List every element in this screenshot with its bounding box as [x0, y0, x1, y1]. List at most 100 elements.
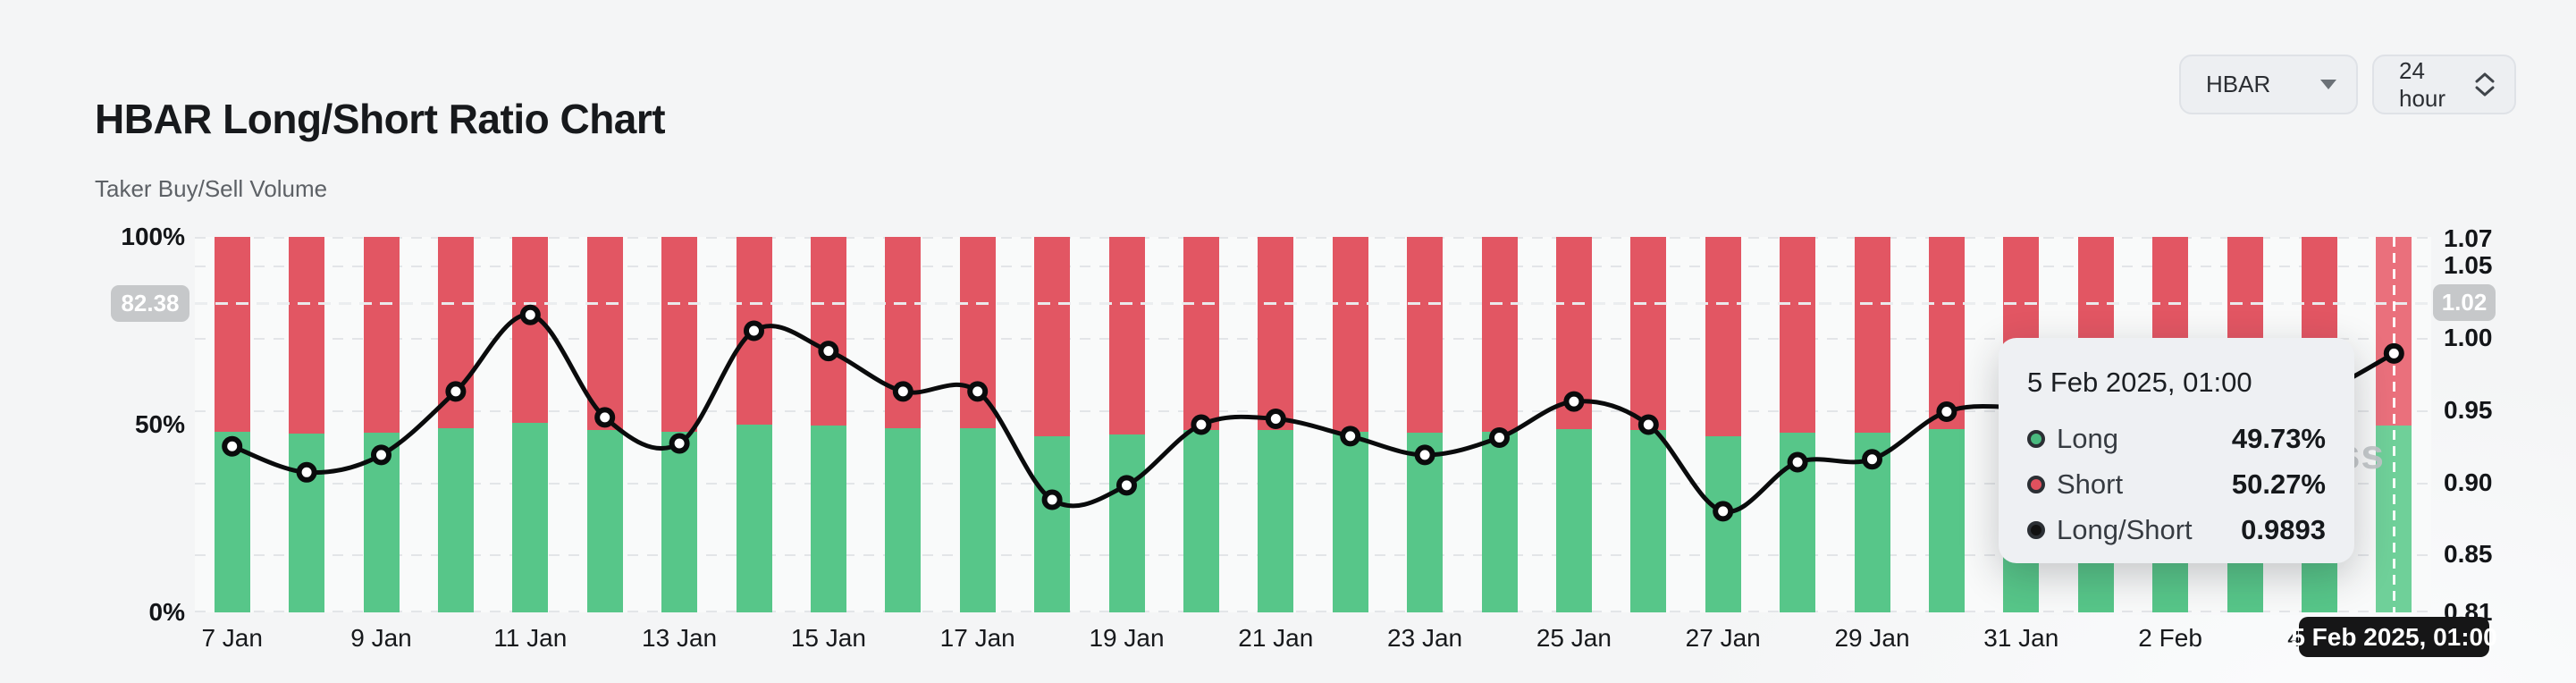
ratio-point[interactable] [1041, 489, 1063, 510]
short-bar-segment [1407, 237, 1444, 433]
long-bar-segment [1108, 434, 1145, 612]
ratio-line-layer [222, 304, 2404, 522]
long-bar-segment [214, 431, 250, 612]
short-bar-segment [586, 237, 623, 430]
ratio-point[interactable] [2309, 382, 2330, 403]
chart-plot-area[interactable] [195, 237, 2431, 612]
x-tick-label: 7 Jan [201, 624, 263, 652]
ratio-point[interactable] [818, 341, 839, 362]
y-tick-label-right: 0.95 [2444, 395, 2493, 424]
long-bar-segment [1928, 429, 1965, 612]
ratio-point[interactable] [594, 407, 616, 428]
x-tick-label: 29 Jan [1834, 624, 1910, 652]
x-tick-label: 25 Jan [1536, 624, 1612, 652]
short-bar-segment [1258, 237, 1294, 430]
ratio-point[interactable] [1414, 444, 1435, 466]
short-bar-segment [1630, 237, 1667, 431]
short-bar-segment [810, 237, 846, 426]
interval-select[interactable]: 24 hour [2372, 55, 2516, 114]
bar-column[interactable] [661, 237, 698, 612]
ratio-point[interactable] [1116, 475, 1137, 496]
ratio-point[interactable] [1489, 427, 1510, 449]
ratio-point[interactable] [1787, 451, 1808, 473]
bar-column[interactable] [214, 237, 250, 612]
ratio-point[interactable] [445, 381, 467, 402]
short-bar-segment [289, 237, 325, 434]
y-tick-label-right: 1.00 [2444, 324, 2493, 352]
bar-column[interactable] [1928, 237, 1965, 612]
gridline [195, 237, 2431, 239]
crosshair-left-badge: 82.38 [111, 285, 189, 322]
ratio-point[interactable] [744, 320, 764, 342]
ratio-point[interactable] [892, 381, 913, 402]
short-bar-segment [1854, 237, 1890, 434]
bar-column[interactable] [810, 237, 846, 612]
x-tick-label: 15 Jan [790, 624, 866, 652]
ratio-point[interactable] [2085, 400, 2107, 421]
long-bar-segment [512, 423, 549, 612]
ratio-point[interactable] [371, 444, 391, 466]
ratio-point[interactable] [1862, 449, 1882, 470]
ratio-point[interactable] [1191, 414, 1212, 435]
long-bar-segment [885, 427, 922, 612]
y-tick-label-left: 0% [148, 598, 185, 626]
ratio-point[interactable] [2159, 404, 2181, 426]
ratio-point[interactable] [2235, 397, 2255, 418]
bar-column[interactable] [512, 237, 549, 612]
long-bar-segment [1332, 431, 1368, 612]
short-bar-segment [1108, 237, 1145, 435]
crosshair-right-badge: 1.02 [2433, 284, 2496, 321]
ratio-point[interactable] [519, 304, 541, 325]
crosshair-horizontal [195, 302, 2431, 305]
short-bar-segment [1034, 237, 1071, 436]
bar-column[interactable] [586, 237, 623, 612]
x-tick-label: 23 Jan [1387, 624, 1463, 652]
ratio-point[interactable] [1936, 401, 1957, 422]
page-subtitle: Taker Buy/Sell Volume [95, 175, 328, 202]
x-tick-label: 17 Jan [939, 624, 1015, 652]
long-bar-segment [1705, 436, 1741, 612]
page-title: HBAR Long/Short Ratio Chart [95, 96, 666, 142]
ratio-point[interactable] [222, 435, 243, 457]
gridline [195, 338, 2431, 341]
gridline [195, 554, 2431, 557]
long-bar-segment [1034, 435, 1071, 612]
short-bar-segment [512, 237, 549, 424]
ratio-point[interactable] [2010, 397, 2032, 418]
short-bar-segment [1928, 237, 1965, 430]
symbol-select[interactable]: HBAR [2179, 55, 2358, 114]
ratio-point[interactable] [967, 381, 989, 402]
short-bar-segment [1705, 237, 1741, 437]
bar-column[interactable] [1034, 237, 1071, 612]
bar-column[interactable] [1481, 237, 1518, 612]
short-bar-segment [1780, 237, 1816, 434]
bar-column[interactable] [1332, 237, 1368, 612]
short-bar-segment [214, 237, 250, 432]
bar-column[interactable] [1258, 237, 1294, 612]
bar-column[interactable] [437, 237, 474, 612]
ratio-point[interactable] [1637, 414, 1659, 435]
short-bar-segment [1332, 237, 1368, 432]
ratio-point[interactable] [296, 461, 317, 483]
short-bar-segment [1183, 237, 1219, 431]
bar-column[interactable] [1108, 237, 1145, 612]
bar-column[interactable] [1705, 237, 1741, 612]
bar-column[interactable] [1407, 237, 1444, 612]
ratio-point[interactable] [669, 433, 690, 454]
y-tick-label-right: 1.05 [2444, 251, 2493, 280]
x-tick-label: 2 Feb [2138, 624, 2202, 652]
ratio-line [230, 312, 2396, 514]
ratio-point[interactable] [1340, 426, 1361, 447]
y-tick-label-left: 50% [134, 410, 185, 438]
ratio-point[interactable] [1563, 391, 1585, 412]
ratio-point[interactable] [1265, 409, 1286, 430]
bar-column[interactable] [1630, 237, 1667, 612]
bar-column[interactable] [1183, 237, 1219, 612]
ratio-point[interactable] [2383, 342, 2404, 364]
interval-select-value: 24 hour [2399, 56, 2446, 112]
long-bar-segment [959, 427, 996, 612]
ratio-point[interactable] [1713, 501, 1734, 522]
gridline [195, 409, 2431, 412]
long-bar-segment [1555, 428, 1592, 612]
